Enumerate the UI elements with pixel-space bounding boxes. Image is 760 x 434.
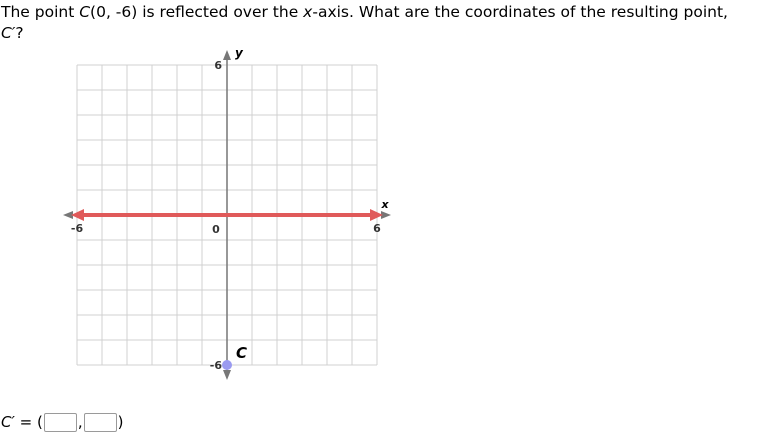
x-axis-right-arrow-icon [381,211,391,219]
x-axis-left-arrow-icon [63,211,73,219]
x-coordinate-input[interactable] [43,412,77,432]
y-axis-up-arrow-icon [223,50,231,60]
axis-name: x [303,3,313,21]
drawn-line-layer[interactable] [71,209,383,221]
y-axis-down-arrow-icon [223,370,231,380]
answer-row: C′ = ( , ) [1,410,124,434]
point-label: C [79,3,91,21]
y-coordinate-input[interactable] [83,412,117,432]
answer-close-paren: ) [117,413,124,431]
result-point-label: C′ [1,24,16,42]
answer-comma: , [77,413,83,431]
tick-label-x-min: -6 [71,222,84,235]
tick-label-x-max: 6 [373,222,381,235]
question-part: -axis. What are the coordinates of the r… [312,3,728,21]
answer-point-label: C′ [1,413,15,431]
question-part: (0, -6) is reflected over the [90,3,304,21]
tick-label-y-min: -6 [210,359,223,372]
point-c-label: C [236,344,247,362]
tick-label-y-max: 6 [214,59,222,72]
answer-open-paren: = ( [14,413,43,431]
x-axis-label: x [380,198,389,211]
drawn-line-right-arrow-icon[interactable] [370,209,383,221]
axis-labels: -6 6 0 6 -6 x y [71,46,390,372]
y-axis-label: y [235,46,244,60]
question-part: ? [15,24,24,42]
question-part: The point [1,3,80,21]
drawn-line-left-arrow-icon[interactable] [71,209,84,221]
point-layer[interactable]: C [222,344,247,370]
question-text: The point C(0, -6) is reflected over the… [1,2,751,44]
point-c[interactable] [222,360,232,370]
tick-label-origin: 0 [212,223,220,236]
